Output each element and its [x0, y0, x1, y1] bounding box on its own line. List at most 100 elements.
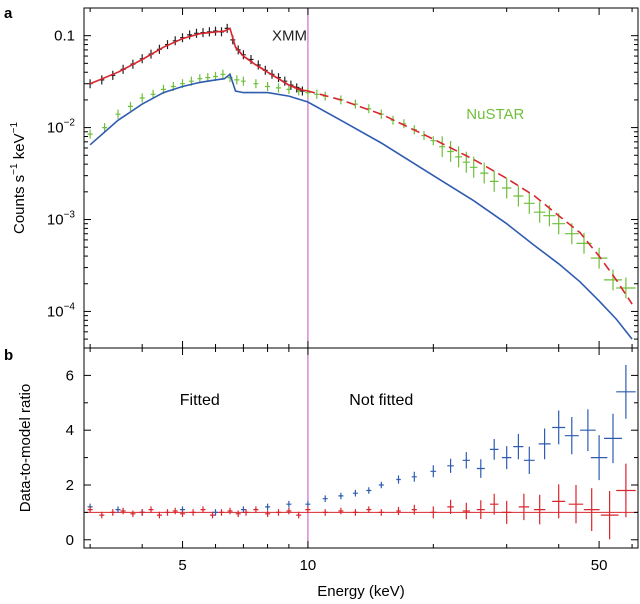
panel-a: a 0.1 10−2 10−3 10−4 XMM NuSTAR Counts s−1 k… — [4, 5, 639, 349]
ratio_red-point — [533, 494, 546, 525]
nustar_data-point — [523, 192, 535, 214]
nustar_data-point — [447, 141, 454, 162]
ratio_red-point — [276, 509, 281, 516]
panel-b-marks — [84, 348, 638, 548]
ratio_blue-point — [580, 409, 596, 451]
ratio_red-point — [552, 484, 566, 519]
ratio_red-point — [489, 493, 499, 515]
nustar_data-point — [604, 269, 622, 291]
y-tick-label: 4 — [66, 422, 74, 439]
ratio_red-point — [378, 509, 384, 516]
nustar_data-point — [234, 75, 240, 85]
ratio_red-point — [227, 507, 233, 515]
ratio_red-point — [396, 506, 401, 516]
nustar_data-point — [439, 136, 446, 158]
nustar_data-point — [489, 170, 499, 192]
x-tick-label: 50 — [591, 557, 608, 574]
ratio_red-point — [286, 507, 292, 515]
panel-b-region-labels: Fitted Not fitted — [180, 392, 414, 409]
ratio_red-point — [99, 511, 105, 519]
ratio_red-point — [518, 493, 530, 521]
xmm_data-point — [194, 28, 199, 38]
ratio_blue-point — [447, 458, 454, 473]
panel-a-y-ticks: 0.1 10−2 10−3 10−4 — [47, 7, 638, 349]
panel-a-marks — [87, 8, 636, 348]
ratio_blue-point — [489, 439, 499, 460]
ratio_blue-point — [564, 417, 579, 455]
panel-a-y-axis-label: Counts s−1 keV−1 — [9, 122, 28, 234]
nustar_data-point — [220, 69, 226, 79]
ratio_blue-point — [513, 434, 524, 460]
ratio_red-point — [322, 509, 328, 516]
ratio_blue-point — [396, 475, 401, 484]
nustar_data-point — [253, 79, 259, 89]
panel-b-y-ticks: 0 2 4 6 — [66, 347, 638, 549]
nustar_data-point — [616, 277, 636, 299]
ratio_blue-point — [604, 413, 622, 464]
ratio_red-point — [180, 510, 185, 517]
ratio_red-point — [172, 507, 178, 515]
panel-b-frame — [83, 347, 639, 549]
ratio_red-point — [430, 506, 437, 519]
y-tick-label: 10−3 — [47, 210, 76, 229]
ratio_red-point — [165, 509, 170, 516]
nustar_data-point — [128, 101, 133, 111]
ratio_red-point — [200, 506, 206, 513]
ratio_red-point — [243, 509, 249, 516]
y-tick-label: 0 — [66, 532, 74, 549]
ratio_blue-point — [616, 365, 636, 419]
ratio_blue-point — [523, 446, 535, 474]
panel-b-x-ticks: 5 10 50 — [89, 348, 633, 574]
ratio_red-point — [253, 506, 259, 513]
ratio_red-point — [210, 511, 215, 519]
nustar_data-point — [480, 162, 489, 184]
y-tick-label: 10−2 — [47, 118, 76, 137]
nustar_data-point — [590, 247, 608, 269]
xmm_model_fit-line — [89, 27, 309, 92]
nustar_data-point — [276, 83, 281, 93]
x-axis-label: Energy (keV) — [317, 583, 405, 600]
nustar_data-point — [430, 136, 437, 146]
ratio_red-point — [87, 506, 93, 513]
ratio_red-point — [476, 500, 485, 519]
ratio_red-point — [265, 510, 271, 517]
ratio_blue-point — [462, 452, 470, 469]
y-tick-label: 6 — [66, 367, 74, 384]
ratio_red-point — [568, 485, 584, 524]
xmm_data-point — [187, 30, 193, 40]
ratio_red-point — [296, 511, 302, 519]
nustar_data-point — [513, 185, 524, 207]
ratio_red-point — [110, 509, 116, 516]
y-tick-label: 10−4 — [47, 301, 76, 320]
nustar_data-point — [469, 156, 478, 178]
region-label: Fitted — [180, 392, 220, 409]
annotation-xmm: XMM — [272, 28, 307, 45]
ratio_blue-point — [286, 500, 292, 508]
ratio_blue-point — [590, 435, 608, 481]
panel-a-x-ticks — [89, 8, 633, 348]
ratio_red-point — [219, 509, 224, 516]
nustar_data-point — [455, 146, 462, 168]
ratio_blue-point — [430, 465, 437, 478]
nustar_data-point — [305, 88, 311, 98]
nustar_data-point — [265, 82, 271, 91]
panel-a-letter: a — [4, 5, 13, 22]
x-tick-label: 5 — [178, 557, 186, 574]
panel-a-annotations: XMM NuSTAR — [272, 28, 525, 123]
ratio_red-point — [120, 507, 126, 515]
ratio_red-point — [366, 506, 372, 513]
nustar_data-point — [139, 93, 145, 103]
nustar_data-point — [87, 129, 93, 139]
y-tick-label: 2 — [66, 477, 74, 494]
ratio_blue-point — [338, 492, 344, 500]
ratio_red-point — [338, 507, 344, 515]
ratio_blue-point — [352, 489, 358, 497]
ratio_blue-point — [502, 446, 512, 470]
ratio_red-point — [156, 511, 162, 519]
ratio_red-point — [600, 491, 619, 540]
ratio_red-point — [616, 463, 636, 518]
ratio_red-point — [139, 509, 145, 516]
nustar_data-point — [533, 201, 546, 223]
extrapolated_model-line — [234, 46, 633, 305]
annotation-nustar: NuSTAR — [466, 106, 524, 123]
